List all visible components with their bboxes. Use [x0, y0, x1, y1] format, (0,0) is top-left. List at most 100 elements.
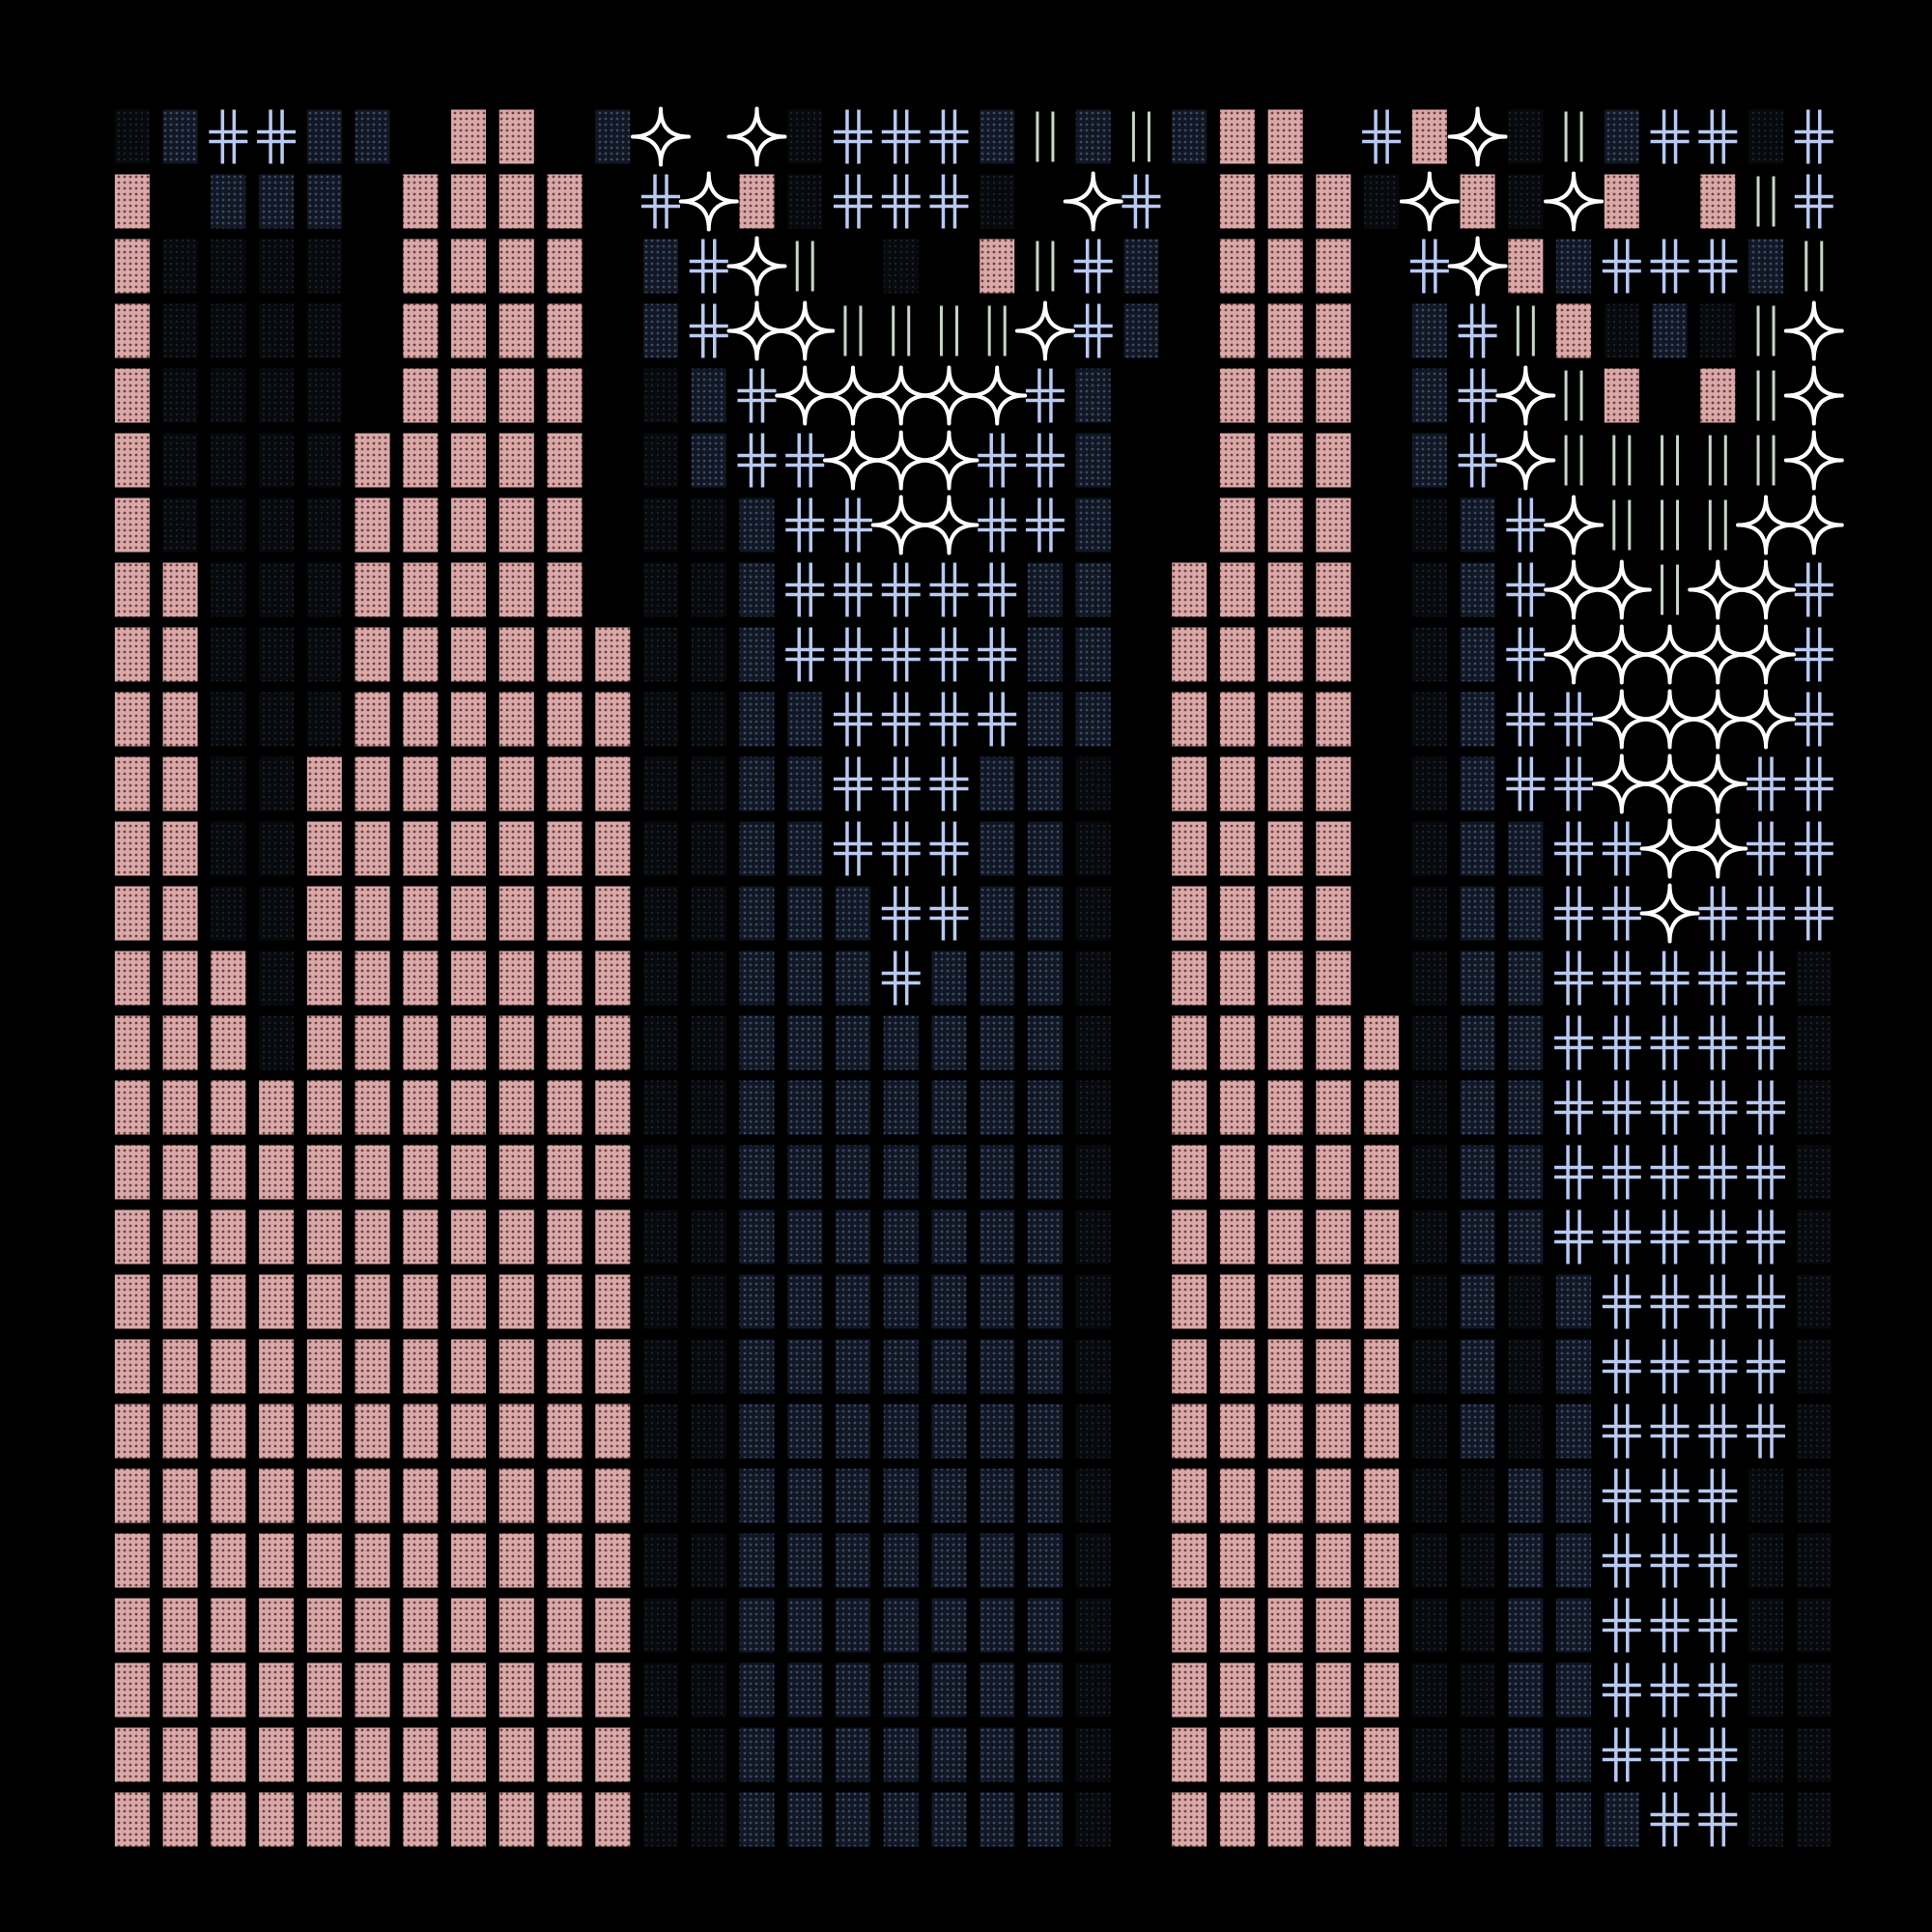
dark-block: [643, 433, 679, 488]
pink-block: [1219, 1727, 1255, 1782]
blue-block: [787, 1792, 823, 1847]
dark-block: [1411, 1145, 1447, 1200]
dark-block: [1411, 1209, 1447, 1264]
pink-block: [595, 756, 631, 811]
blue-block: [835, 1339, 870, 1394]
blue-block: [1027, 1339, 1063, 1394]
dark-block: [1748, 1662, 1784, 1718]
pink-block: [1172, 1080, 1208, 1135]
blue-block: [1508, 1145, 1544, 1200]
pink-block: [1267, 1727, 1303, 1782]
blue-block: [787, 1145, 823, 1200]
pink-block: [306, 951, 342, 1006]
pink-block: [1267, 821, 1303, 876]
pink-block: [547, 562, 582, 617]
pink-block: [1316, 433, 1351, 488]
dark-block: [691, 1533, 726, 1588]
pink-block: [211, 1209, 246, 1264]
pink-block: [547, 174, 582, 229]
dark-block: [643, 1662, 679, 1718]
blue-block: [980, 756, 1015, 811]
pink-block: [451, 1015, 487, 1070]
blue-block: [931, 1145, 967, 1200]
blue-block: [739, 1468, 775, 1523]
dark-block: [1411, 1533, 1447, 1588]
pink-block: [595, 692, 631, 747]
blue-block: [787, 1339, 823, 1394]
pink-block: [1364, 1080, 1400, 1135]
pink-block: [403, 1598, 439, 1653]
pink-block: [211, 1468, 246, 1523]
dark-block: [162, 433, 198, 488]
blue-block: [835, 1404, 870, 1459]
blue-block: [1556, 1533, 1592, 1588]
blue-block: [1460, 1145, 1495, 1200]
blue-block: [980, 1598, 1015, 1653]
pink-block: [1460, 174, 1495, 229]
pink-block: [1172, 1209, 1208, 1264]
pink-block: [403, 1468, 439, 1523]
pink-block: [306, 886, 342, 941]
pink-block: [498, 627, 534, 682]
dark-block: [1411, 562, 1447, 617]
pink-block: [547, 1080, 582, 1135]
pink-block: [403, 1274, 439, 1329]
pink-block: [1267, 1080, 1303, 1135]
pink-block: [1364, 1598, 1400, 1653]
pink-block: [355, 433, 390, 488]
dark-block: [306, 497, 342, 553]
pink-block: [306, 1727, 342, 1782]
pink-block: [1219, 1598, 1255, 1653]
dark-block: [259, 756, 295, 811]
dark-block: [787, 109, 823, 164]
pink-block: [355, 951, 390, 1006]
blue-block: [931, 1727, 967, 1782]
pink-block: [547, 239, 582, 294]
blue-block: [787, 692, 823, 747]
pink-block: [162, 886, 198, 941]
pink-block: [1219, 1662, 1255, 1718]
star: [1063, 171, 1123, 232]
pink-block: [259, 1727, 295, 1782]
blue-block: [883, 1145, 919, 1200]
pink-block: [498, 303, 534, 358]
blue-block: [1460, 692, 1495, 747]
dark-block: [306, 562, 342, 617]
pink-block: [498, 1533, 534, 1588]
pink-block: [451, 1727, 487, 1782]
pink-block: [1172, 1792, 1208, 1847]
blue-block: [883, 1209, 919, 1264]
dark-block: [1411, 1468, 1447, 1523]
blue-block: [787, 1533, 823, 1588]
dark-block: [691, 1145, 726, 1200]
blue-block: [1027, 951, 1063, 1006]
pink-block: [114, 303, 150, 358]
blue-block: [1027, 1598, 1063, 1653]
pink-block: [403, 821, 439, 876]
pink-block: [1316, 1145, 1351, 1200]
pink-block: [306, 1274, 342, 1329]
star: [1639, 624, 1700, 685]
star: [1688, 818, 1748, 879]
blue-block: [931, 1339, 967, 1394]
pink-block: [114, 1792, 150, 1847]
dark-block: [643, 1792, 679, 1847]
pink-block: [595, 1274, 631, 1329]
dark-block: [643, 1404, 679, 1459]
pink-block: [114, 239, 150, 294]
pink-block: [1700, 368, 1736, 423]
pink-block: [211, 1080, 246, 1135]
pink-block: [498, 433, 534, 488]
pink-block: [498, 1404, 534, 1459]
blue-block: [931, 1404, 967, 1459]
blue-block: [1027, 1274, 1063, 1329]
pink-block: [1556, 303, 1592, 358]
pink-block: [498, 756, 534, 811]
pink-block: [498, 497, 534, 553]
pink-block: [162, 756, 198, 811]
pink-block: [1219, 497, 1255, 553]
pink-block: [1267, 497, 1303, 553]
dark-block: [980, 174, 1015, 229]
pink-block: [1267, 1533, 1303, 1588]
blue-block: [835, 1662, 870, 1718]
